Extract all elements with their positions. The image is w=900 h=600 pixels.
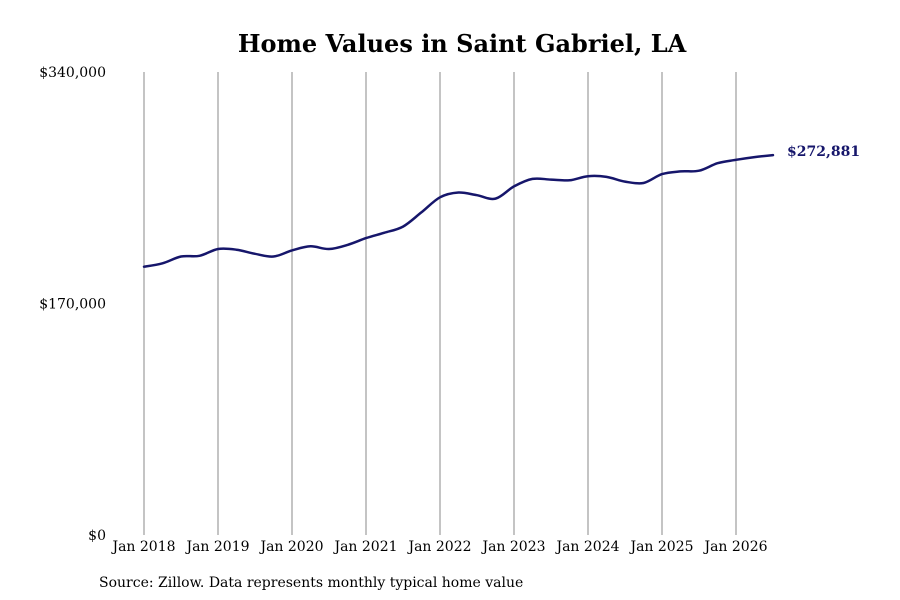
x-tick-label: Jan 2025 bbox=[628, 539, 693, 555]
x-tick-label: Jan 2022 bbox=[406, 539, 471, 555]
source-note: Source: Zillow. Data represents monthly … bbox=[99, 575, 523, 591]
x-axis: Jan 2018 Jan 2019 Jan 2020 Jan 2021 Jan 2022… bbox=[110, 539, 767, 555]
x-tick-label: Jan 2021 bbox=[332, 539, 397, 555]
chart-title: Home Values in Saint Gabriel, LA bbox=[238, 29, 687, 58]
series-line-home-value bbox=[142, 153, 775, 268]
x-tick-label: Jan 2018 bbox=[110, 539, 175, 555]
y-tick-label: $0 bbox=[88, 528, 106, 544]
y-axis: $0 $170,000 $340,000 bbox=[39, 65, 106, 544]
y-tick-label: $170,000 bbox=[39, 297, 106, 313]
x-tick-label: Jan 2023 bbox=[480, 539, 545, 555]
x-tick-label: Jan 2019 bbox=[184, 539, 249, 555]
x-tick-label: Jan 2024 bbox=[554, 539, 619, 555]
grid-layer bbox=[143, 72, 737, 535]
x-tick-label: Jan 2020 bbox=[258, 539, 323, 555]
x-tick-label: Jan 2026 bbox=[702, 539, 767, 555]
y-tick-label: $340,000 bbox=[39, 65, 106, 81]
end-value-label: $272,881 bbox=[787, 144, 860, 160]
